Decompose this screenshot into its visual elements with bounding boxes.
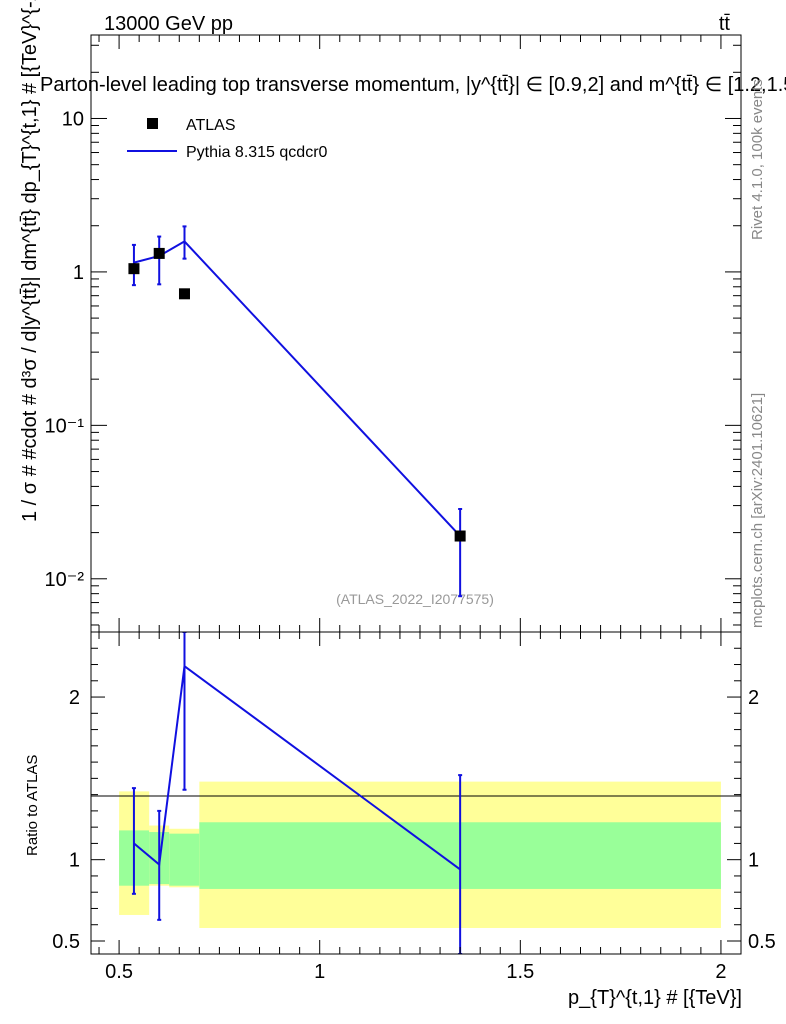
ratio-y-tick-label: 0.5 <box>52 931 80 953</box>
plot-title: Parton-level leading top transverse mome… <box>40 74 786 96</box>
ratio-bands <box>119 781 721 928</box>
main-data-layer <box>128 225 466 598</box>
atlas-data-point <box>153 247 165 259</box>
atlas-data-point <box>454 530 466 542</box>
ratio-series-line <box>133 664 461 871</box>
x-tick-label: 2 <box>715 961 726 983</box>
legend-atlas-marker <box>147 118 158 129</box>
ratio-y-axis-title: Ratio to ATLAS <box>24 755 41 856</box>
atlas-data-point <box>128 263 140 275</box>
main-y-tick-label: 10 <box>62 108 84 130</box>
legend-mc-label: Pythia 8.315 qcdcr0 <box>186 144 328 161</box>
mc-series-line <box>133 240 461 537</box>
process-label: tt̄ <box>719 13 731 35</box>
rivet-version-label: Rivet 4.1.0, 100k events <box>749 79 766 240</box>
legend-atlas-label: ATLAS <box>186 117 236 134</box>
energy-label: 13000 GeV pp <box>104 13 233 35</box>
x-tick-label: 1 <box>314 961 325 983</box>
ratio-y-tick-label-right: 1 <box>748 850 759 872</box>
ratio-y-tick-label-right: 0.5 <box>748 931 776 953</box>
main-y-axis-title: 1 / σ # #cdot # d³σ / d|y^{tt̄}| dm^{tt̄… <box>19 0 41 522</box>
main-axes: 10⁻² 10⁻¹ 1 10 <box>45 35 741 632</box>
ratio-band-inner <box>169 833 200 886</box>
legend: ATLAS Pythia 8.315 qcdcr0 <box>127 117 328 161</box>
ratio-y-tick-label: 1 <box>69 850 80 872</box>
main-panel: 10⁻² 10⁻¹ 1 10 <box>45 34 742 633</box>
analysis-watermark: (ATLAS_2022_I2077575) <box>336 591 494 607</box>
ratio-panel: 0.5 1 1.5 2 0.5 0.5 1 1 2 2 <box>52 631 776 983</box>
atlas-data-point <box>178 288 190 300</box>
ratio-data-layer <box>131 632 463 954</box>
main-y-tick-label: 10⁻¹ <box>45 415 85 437</box>
ratio-y-tick-label: 2 <box>69 687 80 709</box>
ratio-frame <box>90 631 742 955</box>
x-tick-label: 1.5 <box>506 961 534 983</box>
main-y-tick-label: 10⁻² <box>45 569 85 591</box>
ratio-y-tick-label-right: 2 <box>748 687 759 709</box>
x-axis-title: p_{T}^{t,1} # [{TeV}] <box>568 987 742 1009</box>
ratio-axes: 0.5 1 1.5 2 0.5 0.5 1 1 2 2 <box>52 632 776 983</box>
x-tick-label: 0.5 <box>105 961 133 983</box>
mcplots-reference-label: mcplots.cern.ch [arXiv:2401.10621] <box>749 393 766 628</box>
main-y-tick-label: 1 <box>73 262 84 284</box>
